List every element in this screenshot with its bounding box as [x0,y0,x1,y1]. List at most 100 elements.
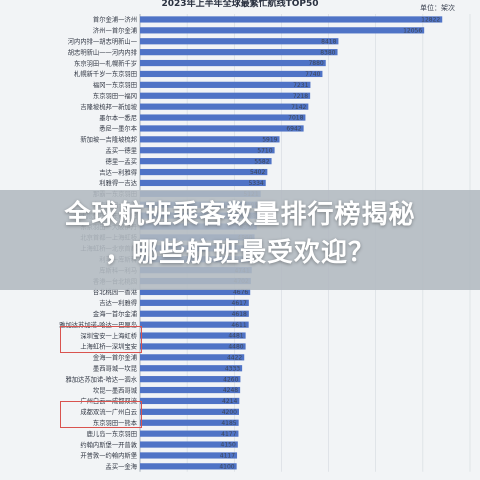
category-label: 东京羽田一熊本 [93,418,138,427]
bar [140,158,272,165]
value-label: 4617 [232,300,247,307]
category-label: 开普敦一约翰内斯堡 [80,451,137,460]
bar [140,147,275,154]
value-label: 8418 [321,38,336,45]
headline-text: 全球航班乘客数量排行榜揭秘 ，哪些航班最受欢迎？ [64,200,416,268]
bar [140,354,245,361]
category-label: 吉隆坡梳邦一新加坡 [80,102,137,111]
bar [140,103,309,110]
value-label: 4481 [228,333,243,340]
bar [140,299,249,306]
category-label: 金海一首尔金浦 [93,309,138,318]
value-label: 5919 [262,136,277,143]
value-label: 4177 [221,431,236,438]
highlight-box-guangzhou-chengdu [60,401,142,428]
bar [140,70,323,78]
value-label: 7142 [291,104,306,111]
category-label: 新加坡一吉隆坡梳邦 [80,135,137,144]
bar [140,419,239,426]
value-label: 5582 [254,158,269,165]
category-label: 吉达一利雅得 [99,298,137,307]
bar [140,310,249,317]
category-label: 坎昆一墨西哥城 [93,385,138,394]
bar [140,38,339,45]
bar [140,59,326,67]
bar [140,168,268,176]
category-label: 济州一首尔金浦 [93,26,138,35]
value-label: 4480 [228,344,243,351]
bar [140,179,266,187]
bar [140,81,311,88]
category-label: 福冈一东京羽田 [93,80,137,89]
category-label: 孟买一金海 [106,462,138,471]
bar [140,463,237,470]
value-label: 7231 [293,82,308,89]
value-label: 7018 [288,115,303,122]
bar [140,452,238,459]
value-label: 4150 [221,442,236,449]
bar [140,343,246,350]
category-label: 墨尔本一悉尼 [99,113,137,122]
value-label: 4248 [223,387,238,394]
category-label: 上海虹桥一深圳宝安 [80,342,137,351]
bar [140,376,241,383]
bar [140,27,425,34]
category-label: 悉尼一墨尔本 [99,124,137,133]
chart-title: 2023年上半年全球最繁忙航线TOP50 [162,0,319,9]
value-label: 7740 [305,71,320,78]
category-label: 约翰内斯堡一开普敦 [80,440,137,449]
category-label: 广州白云一成都双流 [80,396,137,405]
category-label: 成都双流一广州白云 [80,407,137,416]
value-label: 5710 [257,147,272,154]
value-label: 4214 [222,398,237,405]
category-label: 河内内排一胡志明新山一 [68,36,138,45]
value-label: 6942 [286,126,301,133]
bar [140,397,240,405]
bar [140,365,243,372]
category-label: 札幌新千岁一东京羽田 [74,69,137,78]
value-label: 5402 [250,169,265,176]
bar [140,49,338,56]
bar [140,288,251,296]
category-label: 东京羽田一札幌新千岁 [74,58,137,67]
bar [140,125,304,132]
category-label: 深圳宝安一上海虹桥 [80,331,137,340]
value-label: 4200 [222,409,237,416]
bar [140,430,239,437]
value-label: 4618 [232,311,247,318]
bar [140,441,238,448]
value-label: 7218 [293,93,308,100]
highlight-box-shenzhen-shanghai [60,326,142,353]
bars [140,16,443,470]
value-label: 4117 [220,453,235,460]
category-label: 雅加达苏加诺-哈达一泗水 [65,374,137,383]
category-label: 东京羽田一福冈 [93,91,137,100]
headline-overlay-band [0,190,480,290]
value-label: 5334 [248,180,263,187]
category-label: 胡志明新山一一河内内排 [68,47,138,56]
category-label: 吉达一利雅得 [99,167,137,176]
value-label: 4676 [233,289,248,296]
value-label: 4185 [221,420,236,427]
category-label: 金海一首尔金浦 [93,353,138,362]
bar [140,321,249,328]
value-label: 12056 [403,27,422,34]
value-label: 4422 [227,354,242,361]
category-label: 鹿儿岛一东京羽田 [87,429,137,438]
bar [140,114,306,121]
value-label: 4611 [231,322,246,329]
category-label: 首尔金浦一济州 [93,15,137,24]
unit-label: 单位：架次 [420,4,455,12]
value-label: 4260 [223,376,238,383]
category-label: 台北桃园一香港 [93,287,138,296]
category-label: 墨西哥城一坎昆 [93,363,138,372]
bar [140,16,443,23]
category-label: 利雅得一吉达 [99,178,137,187]
value-label: 8380 [320,49,335,56]
category-label: 雅加达苏加诺-哈达一巴厘岛 [59,320,137,329]
bar [140,408,239,415]
value-label: 12822 [421,17,440,24]
value-label: 4333 [225,365,240,372]
bar [140,386,241,394]
